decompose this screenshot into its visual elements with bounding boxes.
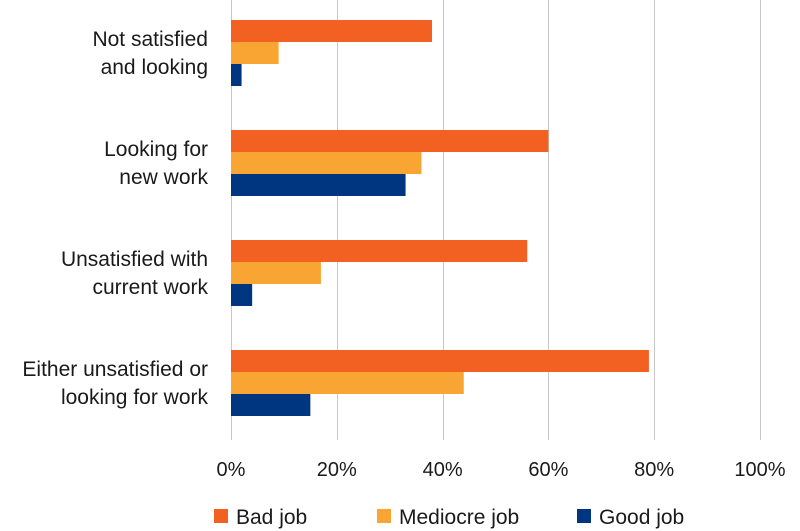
- legend-label-bad-job: Bad job: [236, 506, 307, 529]
- legend-label-good-job: Good job: [599, 506, 684, 529]
- bar-mediocre-job-2: [231, 152, 422, 174]
- legend-swatch-mediocre-job: [377, 509, 391, 523]
- bar-bad-job-2: [231, 130, 549, 152]
- x-tick-label-0pct: 0%: [217, 459, 246, 481]
- bar-mediocre-job-1: [231, 42, 279, 64]
- bar-bad-job-4: [231, 350, 649, 372]
- category-label-3: Unsatisfied with current work: [61, 248, 209, 299]
- bar-good-job-3: [231, 284, 253, 306]
- bar-bad-job-3: [231, 240, 528, 262]
- x-tick-label-40pct: 40%: [423, 459, 463, 481]
- x-tick-label-100pct: 100%: [734, 459, 785, 481]
- bar-mediocre-job-4: [231, 372, 464, 394]
- bar-good-job-1: [231, 64, 242, 86]
- legend: Bad job Mediocre job Good job: [214, 506, 684, 529]
- x-tick-label-80pct: 80%: [634, 459, 674, 481]
- category-label-1: Not satisfied and looking: [92, 28, 208, 79]
- bars: [231, 20, 649, 416]
- bar-bad-job-1: [231, 20, 433, 42]
- x-tick-label-20pct: 20%: [317, 459, 357, 481]
- category-labels: Not satisfied and looking Looking for new w…: [22, 28, 208, 409]
- category-label-2: Looking for new work: [104, 138, 208, 189]
- legend-swatch-bad-job: [214, 509, 228, 523]
- category-label-4: Either unsatisfied or looking for work: [22, 358, 208, 409]
- legend-label-mediocre-job: Mediocre job: [399, 506, 519, 529]
- x-tick-labels: 0% 20% 40% 60% 80% 100%: [217, 459, 786, 481]
- bar-mediocre-job-3: [231, 262, 321, 284]
- bar-good-job-2: [231, 174, 406, 196]
- x-tick-label-60pct: 60%: [528, 459, 568, 481]
- legend-swatch-good-job: [577, 509, 591, 523]
- bar-good-job-4: [231, 394, 311, 416]
